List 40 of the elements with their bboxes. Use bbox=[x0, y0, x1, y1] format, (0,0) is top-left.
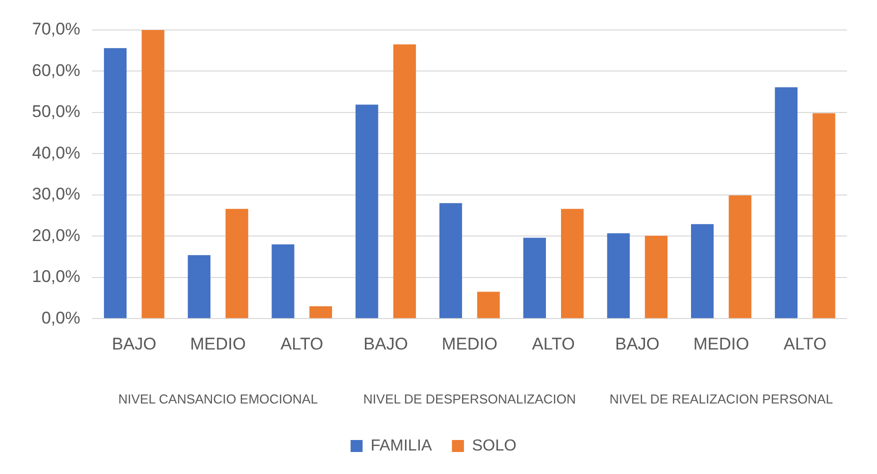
bar bbox=[309, 306, 332, 318]
bar bbox=[812, 113, 836, 318]
bar bbox=[393, 44, 416, 318]
x-tick-label: ALTO bbox=[784, 334, 826, 354]
y-tick-label: 50,0% bbox=[32, 102, 80, 122]
bar bbox=[188, 255, 210, 318]
y-tick-label: 0,0% bbox=[41, 308, 80, 328]
x-tick-label: BAJO bbox=[112, 334, 156, 354]
x-tick-label: MEDIO bbox=[693, 334, 750, 354]
bar bbox=[607, 233, 630, 318]
bar bbox=[644, 236, 668, 318]
bar bbox=[728, 195, 752, 318]
bar bbox=[272, 244, 294, 318]
x-tick-label: BAJO bbox=[364, 334, 408, 354]
y-tick-label: 20,0% bbox=[32, 226, 80, 245]
x-tick-label: ALTO bbox=[532, 334, 575, 354]
text: NIVEL DE REALIZACION PERSONAL bbox=[609, 392, 833, 407]
x-tick-label: ALTO bbox=[280, 334, 324, 354]
bar bbox=[691, 224, 714, 318]
y-tick-label: 30,0% bbox=[32, 184, 80, 204]
y-tick-label: 60,0% bbox=[32, 60, 80, 80]
x-tick-label: MEDIO bbox=[442, 334, 498, 354]
y-tick-label: 70,0% bbox=[32, 20, 80, 39]
text: NIVEL CANSANCIO EMOCIONAL bbox=[118, 392, 318, 407]
x-tick-label: MEDIO bbox=[190, 334, 246, 354]
bar bbox=[523, 238, 546, 318]
bar bbox=[356, 104, 378, 318]
y-tick-label: 40,0% bbox=[32, 143, 80, 162]
x-tick-label: BAJO bbox=[615, 334, 660, 354]
bar bbox=[142, 30, 164, 318]
bar bbox=[439, 203, 462, 318]
bar bbox=[226, 208, 248, 318]
y-tick-label: 10,0% bbox=[32, 267, 80, 286]
legend-label: SOLO bbox=[472, 437, 516, 454]
legend-label: FAMILIA bbox=[370, 437, 432, 454]
bar bbox=[561, 208, 584, 318]
text: NIVEL DE DESPERSONALIZACION bbox=[363, 392, 576, 407]
bar bbox=[774, 87, 798, 318]
bar bbox=[104, 48, 127, 318]
bar bbox=[477, 292, 500, 318]
